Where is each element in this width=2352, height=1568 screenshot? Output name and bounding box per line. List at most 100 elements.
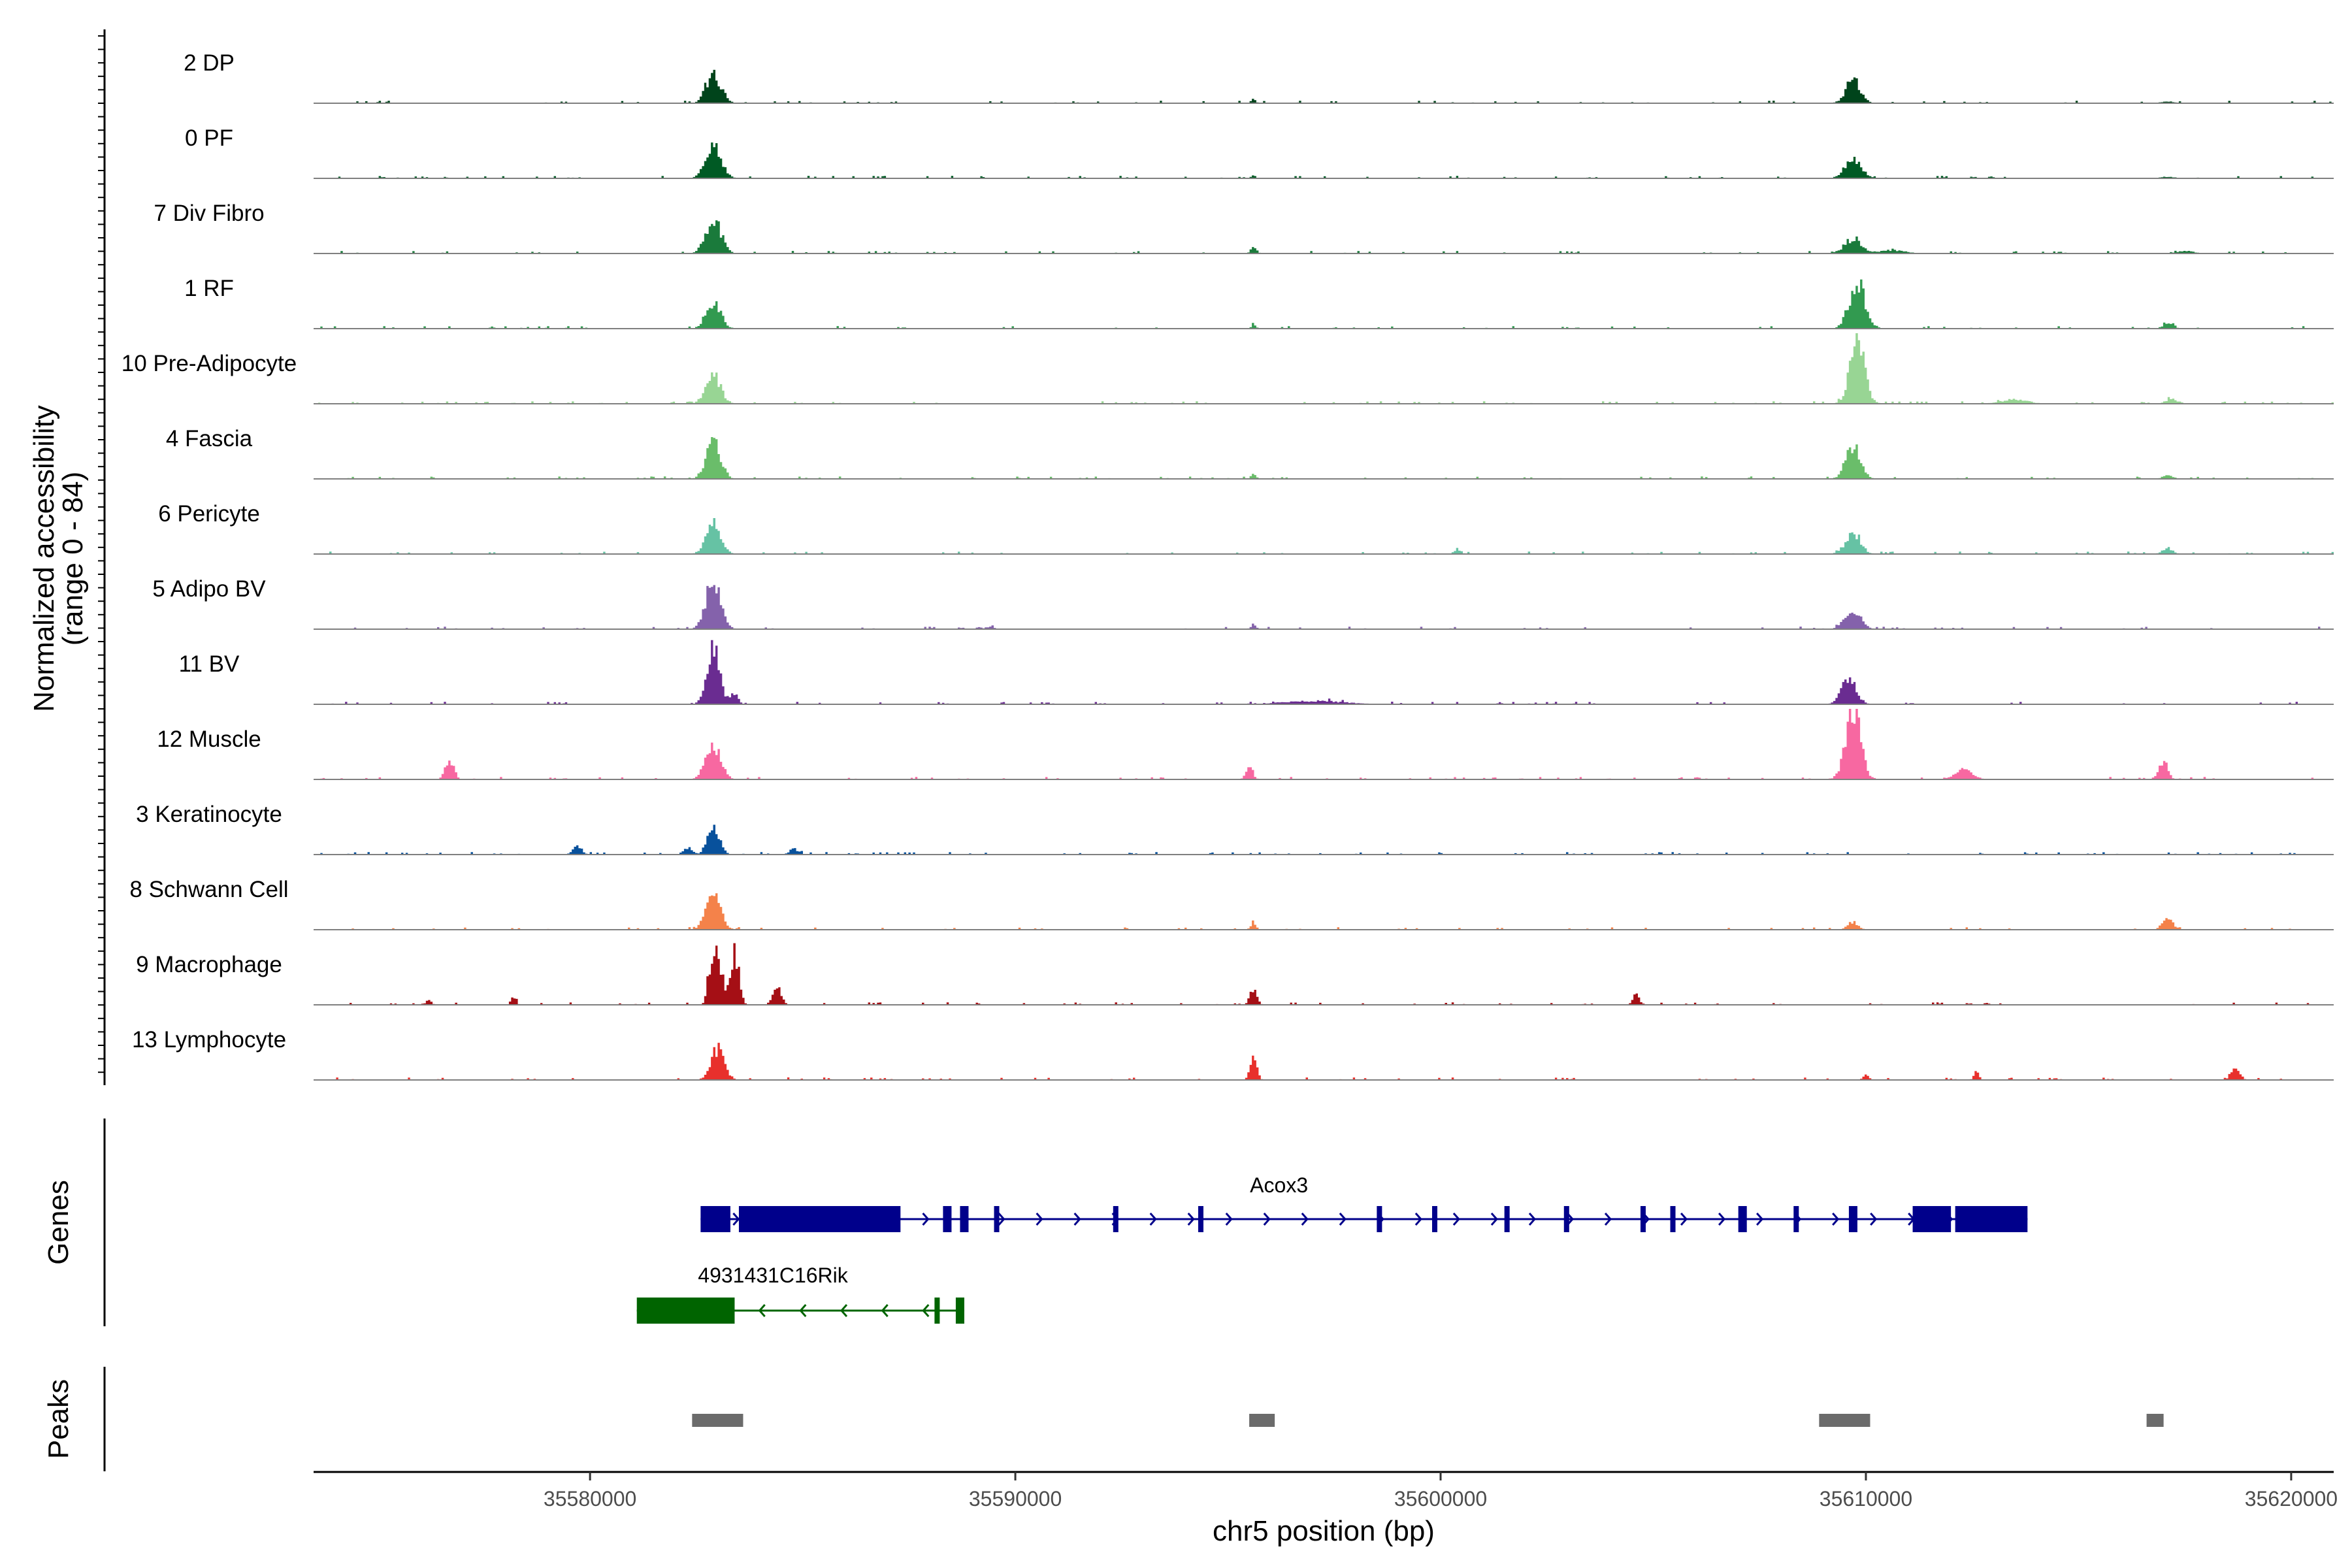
peaks-panel-title: Peaks [42, 1379, 74, 1459]
x-tick-label: 35610000 [1820, 1487, 1912, 1511]
strand-chevron [758, 1304, 766, 1317]
peak-region [1819, 1414, 1870, 1427]
exon [1504, 1206, 1510, 1232]
coverage-area [314, 640, 2334, 704]
peak-region [2146, 1414, 2164, 1427]
strand-chevron [1680, 1213, 1688, 1226]
track-10-pre-adipocyte: 10 Pre-Adipocyte [122, 333, 2334, 404]
track-label: 11 BV [179, 651, 240, 677]
track-9-macrophage: 9 Macrophage [136, 943, 2334, 1005]
x-tick-label: 35600000 [1394, 1487, 1487, 1511]
coverage-area [314, 220, 2334, 253]
exon [1738, 1206, 1747, 1232]
track-7-div-fibro: 7 Div Fibro [154, 201, 2334, 254]
track-2-dp: 2 DP [184, 50, 2334, 104]
track-label: 7 Div Fibro [154, 201, 264, 226]
exon [636, 1298, 735, 1324]
gene-4931431c16rik: 4931431C16Rik [636, 1264, 964, 1324]
strand-chevron [922, 1213, 930, 1226]
strand-chevron [1149, 1213, 1157, 1226]
track-label: 4 Fascia [166, 426, 253, 451]
track-label: 12 Muscle [157, 727, 261, 752]
strand-chevron [998, 1213, 1005, 1226]
peak-region [692, 1414, 743, 1427]
strand-chevron [1414, 1213, 1422, 1226]
strand-chevron [1301, 1213, 1309, 1226]
track-0-pf: 0 PF [185, 125, 2334, 179]
strand-chevron [1490, 1213, 1498, 1226]
coverage-area [314, 69, 2334, 103]
x-tick-label: 35580000 [544, 1487, 636, 1511]
track-label: 5 Adipo BV [152, 576, 266, 602]
peak-regions [692, 1414, 2164, 1427]
coverage-area [314, 437, 2334, 479]
x-tick-label: 35590000 [969, 1487, 1062, 1511]
strand-chevron [799, 1304, 807, 1317]
track-12-muscle: 12 Muscle [157, 709, 2334, 780]
strand-chevron [1452, 1213, 1460, 1226]
y-axis-title-line1: Normalized accessibility [28, 405, 60, 711]
exon [1563, 1206, 1569, 1232]
exon [1793, 1206, 1799, 1232]
coverage-area [314, 279, 2334, 329]
strand-chevron [1073, 1213, 1081, 1226]
genes-panel-title: Genes [42, 1180, 74, 1265]
coverage-area [314, 333, 2334, 404]
track-3-keratinocyte: 3 Keratinocyte [136, 802, 2334, 855]
exon [1377, 1206, 1382, 1232]
track-6-pericyte: 6 Pericyte [158, 501, 2334, 555]
strand-chevron [1225, 1213, 1233, 1226]
track-label: 0 PF [185, 125, 233, 151]
track-label: 1 RF [184, 276, 234, 301]
exon [1431, 1206, 1437, 1232]
exon [960, 1206, 969, 1232]
track-8-schwann-cell: 8 Schwann Cell [129, 877, 2334, 930]
track-label: 3 Keratinocyte [136, 802, 282, 827]
exon [1198, 1206, 1203, 1232]
exon [934, 1298, 940, 1324]
gene-models: Acox3 4931431C16Rik [636, 1173, 2028, 1324]
gene-acox3: Acox3 [700, 1173, 2028, 1232]
track-label: 10 Pre-Adipocyte [122, 351, 297, 376]
track-13-lymphocyte: 13 Lymphocyte [132, 1027, 2334, 1081]
exon [994, 1206, 1000, 1232]
strand-chevron [1263, 1213, 1271, 1226]
strand-chevron [1604, 1213, 1612, 1226]
exon [1912, 1206, 1952, 1232]
track-label: 8 Schwann Cell [129, 877, 288, 902]
exon [955, 1298, 964, 1324]
coverage-tracks: 2 DP 0 PF 7 Div Fibro 1 RF 10 Pre-Adipocyte 4… [122, 50, 2334, 1081]
strand-chevron [1187, 1213, 1195, 1226]
strand-chevron [881, 1304, 889, 1317]
track-label: 2 DP [184, 50, 235, 76]
exon [943, 1206, 952, 1232]
track-label: 13 Lymphocyte [132, 1027, 286, 1053]
coverage-area [314, 893, 2334, 930]
coverage-area [314, 709, 2334, 779]
strand-chevron [1339, 1213, 1347, 1226]
track-1-rf: 1 RF [184, 276, 2334, 329]
track-11-bv: 11 BV [179, 640, 2334, 705]
y-axis [98, 29, 106, 1085]
coverage-area [314, 825, 2334, 855]
exon [1955, 1206, 2028, 1232]
track-5-adipo-bv: 5 Adipo BV [152, 576, 2334, 630]
exon [738, 1206, 901, 1232]
strand-chevron [840, 1304, 848, 1317]
coverage-area [314, 518, 2334, 554]
track-label: 6 Pericyte [158, 501, 260, 527]
exon [1113, 1206, 1119, 1232]
coverage-area [314, 142, 2334, 178]
x-tick-label: 35620000 [2245, 1487, 2338, 1511]
coverage-area [314, 585, 2334, 629]
strand-chevron [1528, 1213, 1536, 1226]
coverage-area [314, 943, 2334, 1005]
exon [1848, 1206, 1857, 1232]
strand-chevron [732, 1213, 740, 1226]
strand-chevron [922, 1304, 930, 1317]
track-4-fascia: 4 Fascia [166, 426, 2334, 480]
exon [1640, 1206, 1646, 1232]
track-label: 9 Macrophage [136, 952, 282, 977]
exon [1670, 1206, 1676, 1232]
